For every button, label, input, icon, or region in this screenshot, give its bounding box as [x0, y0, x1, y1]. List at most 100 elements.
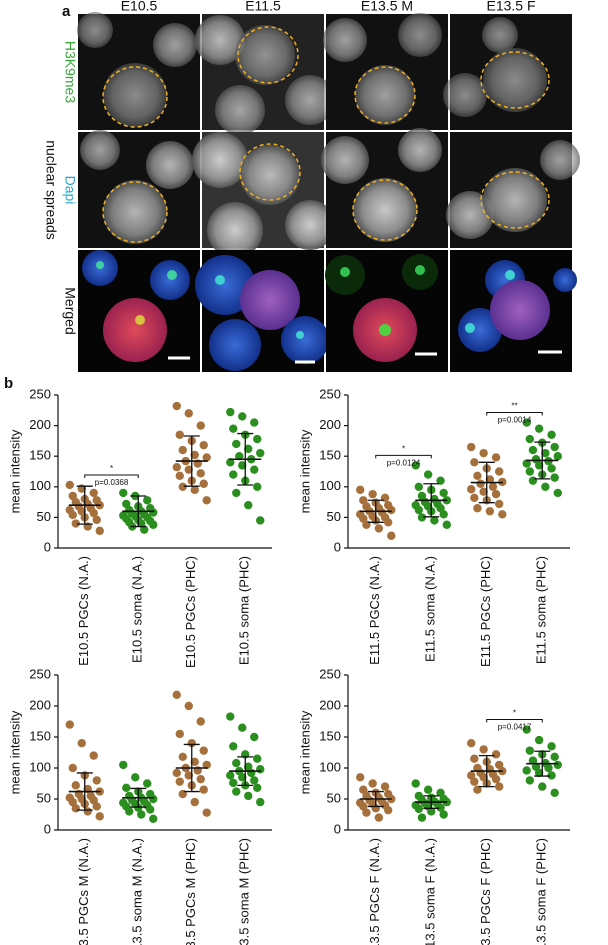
- data-point: [244, 500, 253, 510]
- data-point: [149, 814, 158, 824]
- data-point: [522, 418, 531, 427]
- data-point: [89, 751, 98, 760]
- data-point: [131, 773, 140, 782]
- data-point: [149, 520, 158, 529]
- data-point: [83, 807, 92, 816]
- data-point: [119, 488, 128, 498]
- data-point: [467, 442, 476, 452]
- data-point: [196, 469, 205, 478]
- data-point: [498, 510, 507, 519]
- data-point: [68, 510, 77, 520]
- data-point: [488, 482, 498, 491]
- p-value: p=0.0014: [498, 416, 532, 425]
- data-point: [414, 482, 424, 491]
- data-point: [187, 739, 196, 748]
- data-point: [92, 802, 101, 811]
- x-tick-label: E10.5 PGCs (N.A.): [76, 556, 91, 666]
- data-point: [238, 773, 247, 782]
- data-point: [226, 771, 235, 780]
- data-point: [238, 461, 247, 470]
- data-point: [541, 448, 550, 458]
- data-point: [417, 513, 427, 522]
- data-point: [250, 776, 259, 785]
- y-tick-label: 150: [29, 728, 51, 743]
- y-tick-label: 250: [29, 666, 51, 681]
- data-point: [77, 739, 86, 748]
- data-point: [178, 445, 187, 455]
- data-point: [178, 482, 187, 491]
- data-point: [430, 516, 439, 525]
- y-tick-label: 250: [319, 386, 341, 401]
- data-point: [436, 788, 445, 797]
- data-point: [479, 773, 488, 782]
- data-point: [485, 507, 495, 516]
- x-tick-label: E13.5 PGCs F (N.A.): [367, 838, 382, 945]
- data-point: [226, 458, 235, 467]
- data-point: [175, 430, 184, 439]
- data-point: [383, 805, 393, 815]
- x-tick-label: E11.5 soma (PHC): [534, 556, 549, 664]
- data-point: [256, 448, 265, 458]
- y-tick-label: 200: [29, 417, 51, 432]
- significance-bracket: [375, 454, 432, 459]
- data-point: [411, 461, 420, 470]
- data-point: [172, 463, 181, 472]
- data-point: [140, 525, 149, 534]
- data-point: [238, 412, 247, 421]
- panel-label: a: [62, 3, 71, 20]
- data-point: [356, 485, 365, 495]
- column-header: E11.5: [245, 0, 281, 14]
- data-point: [414, 804, 424, 814]
- data-point: [528, 445, 538, 455]
- y-tick-label: 50: [327, 790, 341, 805]
- data-point: [196, 717, 205, 726]
- data-point: [467, 739, 476, 748]
- column-header: E13.5 F: [486, 0, 535, 14]
- y-tick-label: 250: [29, 386, 51, 401]
- data-point: [476, 479, 485, 488]
- significance-bracket: [486, 412, 543, 416]
- data-point: [178, 752, 187, 762]
- x-tick-label: E13.5 soma M (PHC): [237, 838, 252, 945]
- data-point: [232, 488, 241, 498]
- data-point: [436, 803, 445, 812]
- data-point: [122, 783, 131, 793]
- data-point: [359, 785, 368, 794]
- row-label: Merged: [62, 287, 78, 334]
- data-point: [494, 760, 504, 770]
- y-tick-label: 50: [37, 790, 51, 805]
- data-point: [414, 505, 424, 515]
- data-point: [380, 782, 390, 791]
- row-label: H3K9me3: [62, 41, 78, 103]
- y-axis-label: mean intensity: [297, 429, 312, 513]
- y-tick-label: 200: [319, 417, 341, 432]
- data-point: [202, 453, 211, 462]
- y-tick-label: 100: [29, 478, 51, 493]
- data-point: [550, 442, 559, 452]
- x-tick-label: E10.5 soma (N.A.): [130, 556, 145, 663]
- data-point: [473, 504, 482, 513]
- data-point: [359, 802, 368, 811]
- data-point: [491, 453, 501, 462]
- data-point: [190, 797, 199, 807]
- data-point: [374, 813, 384, 822]
- y-tick-label: 200: [319, 697, 341, 712]
- data-point: [387, 531, 396, 540]
- data-point: [553, 488, 562, 498]
- data-point: [190, 485, 199, 495]
- data-point: [199, 479, 208, 488]
- x-tick-label: E10.5 soma (PHC): [237, 556, 252, 665]
- data-point: [547, 742, 556, 751]
- data-point: [473, 471, 482, 480]
- y-tick-label: 150: [319, 448, 341, 463]
- p-value: p=0.0417: [498, 723, 532, 732]
- data-point: [175, 729, 184, 739]
- significance-bracket: [84, 474, 139, 478]
- data-point: [232, 787, 241, 796]
- data-point: [71, 804, 80, 813]
- data-point: [172, 690, 181, 700]
- data-point: [184, 701, 193, 711]
- data-point: [190, 450, 199, 460]
- data-point: [143, 496, 152, 505]
- data-point: [383, 518, 393, 527]
